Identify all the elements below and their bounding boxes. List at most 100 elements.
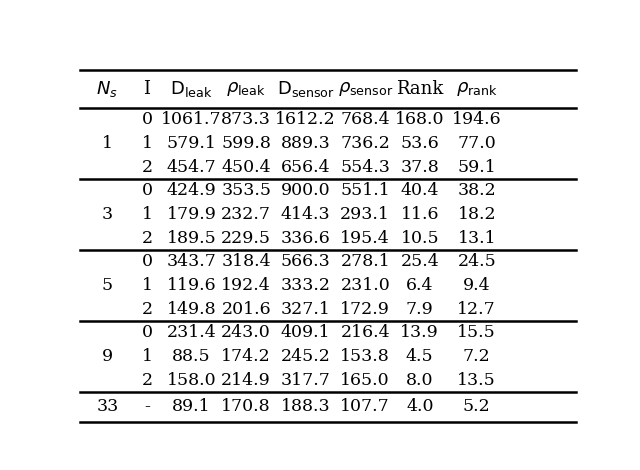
Text: $\mathrm{D}_{\mathrm{sensor}}$: $\mathrm{D}_{\mathrm{sensor}}$: [276, 79, 335, 99]
Text: 318.4: 318.4: [221, 253, 271, 270]
Text: 10.5: 10.5: [401, 230, 439, 247]
Text: 5.2: 5.2: [463, 398, 491, 415]
Text: 566.3: 566.3: [281, 253, 330, 270]
Text: 424.9: 424.9: [167, 182, 216, 199]
Text: 119.6: 119.6: [167, 277, 216, 294]
Text: 216.4: 216.4: [340, 324, 390, 341]
Text: $\rho_{\mathrm{rank}}$: $\rho_{\mathrm{rank}}$: [456, 80, 498, 98]
Text: 2: 2: [141, 230, 152, 247]
Text: 333.2: 333.2: [281, 277, 331, 294]
Text: 1: 1: [141, 206, 152, 223]
Text: $N_s$: $N_s$: [97, 79, 118, 99]
Text: 168.0: 168.0: [395, 111, 445, 128]
Text: 0: 0: [141, 111, 152, 128]
Text: $\rho_{\mathrm{sensor}}$: $\rho_{\mathrm{sensor}}$: [337, 80, 393, 98]
Text: 40.4: 40.4: [401, 182, 439, 199]
Text: 174.2: 174.2: [221, 348, 271, 365]
Text: 1: 1: [141, 277, 152, 294]
Text: 3: 3: [102, 206, 113, 223]
Text: 149.8: 149.8: [167, 301, 216, 318]
Text: 231.4: 231.4: [167, 324, 216, 341]
Text: 38.2: 38.2: [458, 182, 496, 199]
Text: 450.4: 450.4: [221, 159, 271, 176]
Text: 278.1: 278.1: [340, 253, 390, 270]
Text: 293.1: 293.1: [340, 206, 390, 223]
Text: 33: 33: [96, 398, 118, 415]
Text: 12.7: 12.7: [458, 301, 496, 318]
Text: 53.6: 53.6: [401, 135, 439, 152]
Text: 11.6: 11.6: [401, 206, 439, 223]
Text: 179.9: 179.9: [166, 206, 216, 223]
Text: 201.6: 201.6: [221, 301, 271, 318]
Text: 343.7: 343.7: [166, 253, 216, 270]
Text: 243.0: 243.0: [221, 324, 271, 341]
Text: 15.5: 15.5: [458, 324, 496, 341]
Text: 9: 9: [102, 348, 113, 365]
Text: 229.5: 229.5: [221, 230, 271, 247]
Text: 554.3: 554.3: [340, 159, 390, 176]
Text: 7.9: 7.9: [406, 301, 434, 318]
Text: 37.8: 37.8: [401, 159, 439, 176]
Text: 232.7: 232.7: [221, 206, 271, 223]
Text: 172.9: 172.9: [340, 301, 390, 318]
Text: 194.6: 194.6: [452, 111, 502, 128]
Text: 2: 2: [141, 372, 152, 389]
Text: 656.4: 656.4: [281, 159, 330, 176]
Text: 192.4: 192.4: [221, 277, 271, 294]
Text: 195.4: 195.4: [340, 230, 390, 247]
Text: Rank: Rank: [396, 80, 444, 98]
Text: 889.3: 889.3: [281, 135, 330, 152]
Text: 77.0: 77.0: [458, 135, 496, 152]
Text: 414.3: 414.3: [281, 206, 330, 223]
Text: 1: 1: [102, 135, 113, 152]
Text: -: -: [144, 398, 150, 415]
Text: 599.8: 599.8: [221, 135, 271, 152]
Text: 13.1: 13.1: [458, 230, 496, 247]
Text: 2: 2: [141, 301, 152, 318]
Text: 5: 5: [102, 277, 113, 294]
Text: 4.5: 4.5: [406, 348, 433, 365]
Text: $\rho_{\mathrm{leak}}$: $\rho_{\mathrm{leak}}$: [227, 80, 266, 98]
Text: 9.4: 9.4: [463, 277, 491, 294]
Text: 13.9: 13.9: [401, 324, 439, 341]
Text: 353.5: 353.5: [221, 182, 271, 199]
Text: 327.1: 327.1: [281, 301, 331, 318]
Text: 0: 0: [141, 324, 152, 341]
Text: 59.1: 59.1: [458, 159, 496, 176]
Text: 231.0: 231.0: [340, 277, 390, 294]
Text: 579.1: 579.1: [166, 135, 216, 152]
Text: 1: 1: [141, 135, 152, 152]
Text: 188.3: 188.3: [281, 398, 330, 415]
Text: 317.7: 317.7: [281, 372, 331, 389]
Text: 7.2: 7.2: [463, 348, 491, 365]
Text: 18.2: 18.2: [458, 206, 496, 223]
Text: 165.0: 165.0: [340, 372, 390, 389]
Text: 89.1: 89.1: [172, 398, 211, 415]
Text: 25.4: 25.4: [401, 253, 439, 270]
Text: 736.2: 736.2: [340, 135, 390, 152]
Text: 1061.7: 1061.7: [161, 111, 222, 128]
Text: 768.4: 768.4: [340, 111, 390, 128]
Text: $\mathrm{D}_{\mathrm{leak}}$: $\mathrm{D}_{\mathrm{leak}}$: [170, 79, 212, 99]
Text: 454.7: 454.7: [167, 159, 216, 176]
Text: 0: 0: [141, 253, 152, 270]
Text: 88.5: 88.5: [172, 348, 211, 365]
Text: 158.0: 158.0: [167, 372, 216, 389]
Text: 2: 2: [141, 159, 152, 176]
Text: 107.7: 107.7: [340, 398, 390, 415]
Text: 8.0: 8.0: [406, 372, 433, 389]
Text: 409.1: 409.1: [281, 324, 330, 341]
Text: 13.5: 13.5: [458, 372, 496, 389]
Text: 245.2: 245.2: [281, 348, 331, 365]
Text: 0: 0: [141, 182, 152, 199]
Text: 873.3: 873.3: [221, 111, 271, 128]
Text: 900.0: 900.0: [281, 182, 330, 199]
Text: 153.8: 153.8: [340, 348, 390, 365]
Text: 170.8: 170.8: [221, 398, 271, 415]
Text: 1612.2: 1612.2: [275, 111, 336, 128]
Text: 214.9: 214.9: [221, 372, 271, 389]
Text: I: I: [143, 80, 150, 98]
Text: 1: 1: [141, 348, 152, 365]
Text: 189.5: 189.5: [167, 230, 216, 247]
Text: 551.1: 551.1: [340, 182, 390, 199]
